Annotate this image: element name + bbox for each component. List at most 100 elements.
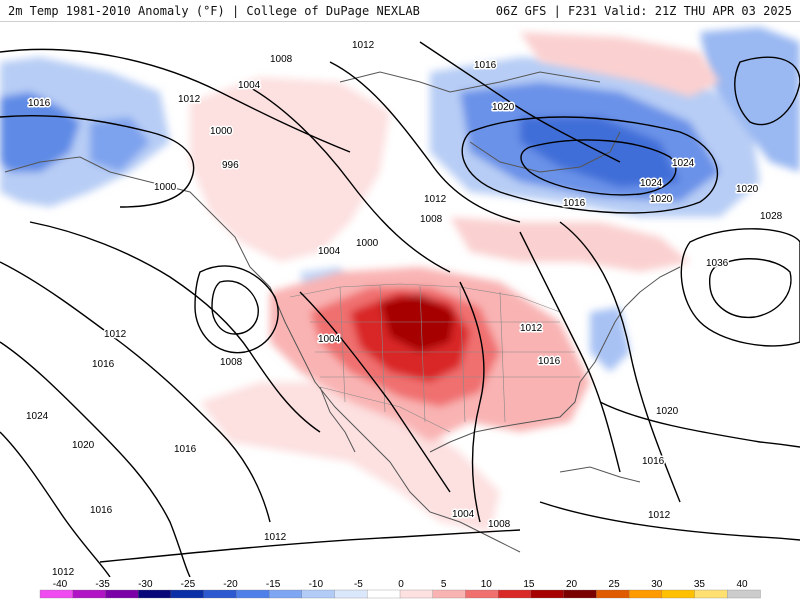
isobar-label: 1004 [238,80,261,91]
isobar-low-pacific-outer [194,265,279,354]
colorbar-tick-label: -20 [223,579,238,590]
warm-anomaly-shading [190,32,720,532]
colorbar-swatch [694,589,728,599]
colorbar-swatch [367,589,401,599]
isobar-3 [29,221,321,433]
cold-area-alaska-core [0,92,80,172]
isobar-label: 1012 [52,567,75,577]
isobar-13 [459,281,485,523]
cold-area-northeast [590,307,630,372]
warm-area-plains-core [380,294,455,352]
colorbar-tick-label: -35 [95,579,110,590]
isobar-12 [299,291,451,493]
isobar-high-hudson-inner [520,139,677,196]
isobar-labels: 1012 1016 1008 1004 1012 1000 996 1000 1… [25,39,785,578]
warm-area-north-pacific [520,32,720,97]
isobar-label: 1024 [640,178,663,189]
anomaly-map: 1012 1016 1008 1004 1012 1000 996 1000 1… [0,22,800,577]
isobar-label: 1012 [520,323,543,334]
colorbar-tick-labels: -40 -35 -30 -25 -20 -15 -10 -5 0 5 10 15 20 25 30 35 40 [53,579,748,590]
isobar-label: 996 [222,160,239,171]
isobar-label: 1000 [356,238,379,249]
isobar-label: 1012 [178,94,201,105]
colorbar-swatch [268,589,303,599]
isobar-contours [0,41,800,577]
colorbar-swatch [138,589,172,599]
coast-alaska [4,156,251,268]
colorbar-tick-label: 20 [566,579,578,590]
isobar-14 [599,401,800,448]
isobar-label: 1020 [656,406,679,417]
colorbar-swatch [105,589,139,599]
colorbar-swatch [72,589,107,599]
colorbar-swatch [727,589,761,599]
isobar-label: 1036 [706,258,729,269]
isobar-label: 1012 [352,40,375,51]
colorbar-tick-label: -15 [266,579,281,590]
colorbar-swatch [170,589,205,599]
isobar-label: 1012 [264,532,287,543]
coast-gulf [429,381,581,453]
isobar-label: 1008 [420,214,443,225]
cold-area-greenland [700,27,800,172]
anomaly-colorbar: -40 -35 -30 -25 -20 -15 -10 -5 0 5 10 15 20 25 30 35 40 [0,577,800,600]
isobar-label: 1016 [563,198,586,209]
isobar-label: 1004 [318,246,341,257]
header-run-info: 06Z GFS | F231 Valid: 21Z THU APR 03 202… [495,3,792,18]
border-state-5 [499,291,506,423]
isobar-label: 1016 [474,60,497,71]
isobar-label: 1012 [648,510,671,521]
colorbar-svg: -40 -35 -30 -25 -20 -15 -10 -5 0 5 10 15 20 25 30 35 40 [39,579,761,599]
map-svg: 1012 1016 1008 1004 1012 1000 996 1000 1… [0,22,800,577]
political-borders [289,283,580,433]
colorbar-tick-label: 0 [398,579,404,590]
colorbar-swatch [301,589,336,599]
colorbar-tick-label: -30 [138,579,153,590]
isobar-1 [0,48,351,153]
colorbar-swatch [628,589,663,599]
isobar-label: 1012 [104,329,127,340]
coast-baja [319,386,356,453]
border-state-2 [379,284,386,413]
isobar-label: 1004 [318,334,341,345]
isobar-8 [329,61,521,223]
isobar-17 [734,56,800,126]
isobar-6 [0,431,111,577]
colorbar-swatch [39,589,74,599]
colorbar-swatch [203,589,238,599]
isobar-label: 1016 [28,98,51,109]
isobar-high-hudson-outer [461,116,719,214]
isobar-label: 1012 [424,194,447,205]
coast-arctic-islands [339,71,601,93]
coast-cuba [559,466,641,483]
isobar-label: 1008 [270,54,293,65]
isobar-label: 1028 [760,211,783,222]
isobar-high-atlantic-inner [708,258,792,319]
coast-west [249,266,521,553]
colorbar-swatch [399,589,434,599]
isobar-15 [539,501,800,541]
colorbar-swatch [498,589,532,599]
border-us-mexico [319,386,451,433]
isobar-10 [519,231,621,473]
isobar-label: 1016 [538,356,561,367]
isobar-label: 1020 [492,102,515,113]
isobar-5 [0,341,191,577]
isobar-low-pacific-inner [211,280,259,335]
colorbar-swatch [236,589,270,599]
isobar-label: 1024 [26,411,49,422]
cold-area-bering [90,117,150,172]
border-us-canada [289,283,561,313]
colorbar-swatch [530,589,565,599]
coast-hudson [469,131,621,173]
isobar-label: 1008 [220,357,243,368]
warm-area-east-canada [450,217,690,272]
colorbar-swatches [39,589,761,599]
colorbar-tick-label: 30 [651,579,663,590]
colorbar-swatch [432,589,467,599]
border-state-3 [419,285,426,423]
border-state-4 [459,287,466,423]
map-header: 2m Temp 1981-2010 Anomaly (°F) | College… [0,0,800,22]
colorbar-tick-label: 35 [694,579,706,590]
